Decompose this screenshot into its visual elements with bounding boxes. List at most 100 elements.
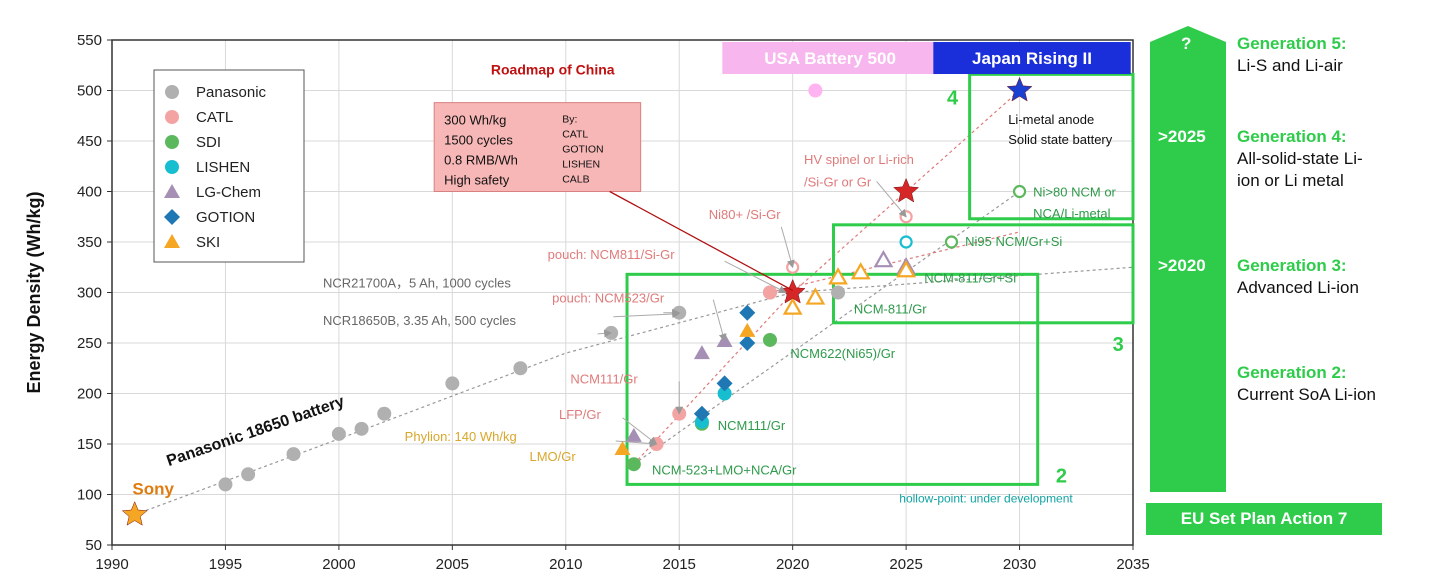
data-point <box>899 235 913 249</box>
annotation: NCM622(Ni65)/Gr <box>790 346 895 361</box>
japan-label-box <box>933 42 1131 75</box>
data-point <box>762 285 777 300</box>
data-point <box>1006 76 1033 102</box>
legend-label: LISHEN <box>196 159 250 176</box>
box-label-2: 2 <box>1056 465 1067 487</box>
annotation: NCR21700A，5 Ah, 1000 cycles <box>323 275 511 290</box>
legend-box <box>153 69 305 263</box>
data-point <box>828 267 848 285</box>
annotation-arrow <box>613 310 681 319</box>
annotation: LFP/Gr <box>559 407 602 422</box>
series-ski <box>614 322 756 456</box>
japan-label: Japan Rising II <box>972 49 1092 68</box>
x-tick-label: 2035 <box>1116 556 1149 573</box>
annotation: Ni80+ /Si-Gr <box>709 207 782 222</box>
china-roadmap-box <box>433 102 642 192</box>
legend-marker <box>165 135 179 149</box>
usa-label-box <box>722 42 938 75</box>
generation-2-title: Generation 2: <box>1237 363 1347 382</box>
trend-line <box>633 191 1020 465</box>
data-point <box>739 322 756 337</box>
series-japan-target <box>1006 76 1033 102</box>
legend-marker <box>165 85 179 99</box>
data-point <box>625 427 642 442</box>
box-label-3: 3 <box>1113 334 1124 356</box>
annotation: Sony <box>132 480 174 499</box>
legend-marker <box>164 209 180 225</box>
legend-marker <box>165 110 179 124</box>
data-point <box>831 285 846 300</box>
eu-set-plan-label: EU Set Plan Action 7 <box>1146 503 1382 535</box>
china-target-line: 300 Wh/kg <box>444 113 506 128</box>
y-tick-label: 550 <box>77 32 102 49</box>
data-point <box>944 235 959 249</box>
annotation-arrow <box>724 260 787 293</box>
legend-label: CATL <box>196 109 233 126</box>
data-point <box>354 421 369 436</box>
generation-box-3 <box>832 223 1135 325</box>
series-sony <box>121 501 148 526</box>
x-tick-label: 2030 <box>1003 556 1036 573</box>
data-point <box>805 287 826 305</box>
data-point <box>782 297 803 315</box>
data-point <box>218 477 233 492</box>
x-tick-label: 2020 <box>776 556 809 573</box>
annotation-arrow <box>876 181 907 218</box>
x-tick-label: 2025 <box>889 556 922 573</box>
data-point <box>694 414 709 429</box>
data-point <box>286 447 301 462</box>
y-tick-label: 300 <box>77 285 102 302</box>
x-tick-label: 1990 <box>95 556 128 573</box>
y-tick-label: 100 <box>77 487 102 504</box>
data-point <box>693 405 710 422</box>
annotation: LMO/Gr <box>529 449 576 464</box>
data-point <box>121 501 148 526</box>
x-tick-label: 2005 <box>436 556 469 573</box>
data-point <box>762 332 777 347</box>
y-tick-label: 350 <box>77 234 102 251</box>
data-point <box>893 177 920 203</box>
x-tick-label: 2015 <box>663 556 696 573</box>
annotation: NCM111/Gr <box>718 418 786 433</box>
china-partner-line: CATL <box>562 129 588 141</box>
arrow-label-gen3: >2020 <box>1158 256 1206 275</box>
china-partner-line: CALB <box>562 174 589 186</box>
data-point <box>850 262 871 280</box>
annotation-arrow <box>622 417 658 445</box>
generation-2-desc: Current SoA Li-ion <box>1237 385 1376 404</box>
data-point <box>808 83 823 98</box>
data-point <box>241 467 256 482</box>
china-target-line: 0.8 RMB/Wh <box>444 153 518 168</box>
data-point <box>445 376 460 391</box>
data-point <box>739 304 756 321</box>
x-tick-label: 1995 <box>209 556 242 573</box>
legend-label: LG-Chem <box>196 184 261 201</box>
annotation: Ni95 NCM/Gr+Si <box>965 234 1062 249</box>
annotation-arrow <box>712 299 727 342</box>
annotation: Ni>80 NCM or <box>1033 185 1116 200</box>
y-tick-label: 200 <box>77 386 102 403</box>
annotation: NCR18650B, 3.35 Ah, 500 cycles <box>323 313 516 328</box>
y-tick-label: 500 <box>77 83 102 100</box>
y-tick-label: 150 <box>77 436 102 453</box>
legend-marker <box>164 234 180 248</box>
annotation: /Si-Gr or Gr <box>804 174 872 189</box>
series-sdi-planned <box>944 184 1027 249</box>
annotation: Roadmap of China <box>491 61 615 77</box>
usa-label: USA Battery 500 <box>764 49 896 68</box>
annotation: NCM-523+LMO+NCA/Gr <box>652 462 797 477</box>
y-tick-label: 250 <box>77 335 102 352</box>
data-point <box>1012 184 1027 199</box>
y-tick-label: 400 <box>77 184 102 201</box>
y-axis-label: Energy Density (Wh/kg) <box>24 191 44 393</box>
generation-2: Generation 2: Current SoA Li-ion <box>1237 362 1376 406</box>
x-tick-label: 2000 <box>322 556 355 573</box>
data-point <box>693 345 710 360</box>
generation-5-title: Generation 5: <box>1237 34 1347 53</box>
generation-5-desc: Li-S and Li-air <box>1237 56 1343 75</box>
generation-4: Generation 4: All-solid-state Li- ion or… <box>1237 126 1363 192</box>
china-target-line: 1500 cycles <box>444 133 513 148</box>
arrow-label-gen4: >2025 <box>1158 127 1206 146</box>
